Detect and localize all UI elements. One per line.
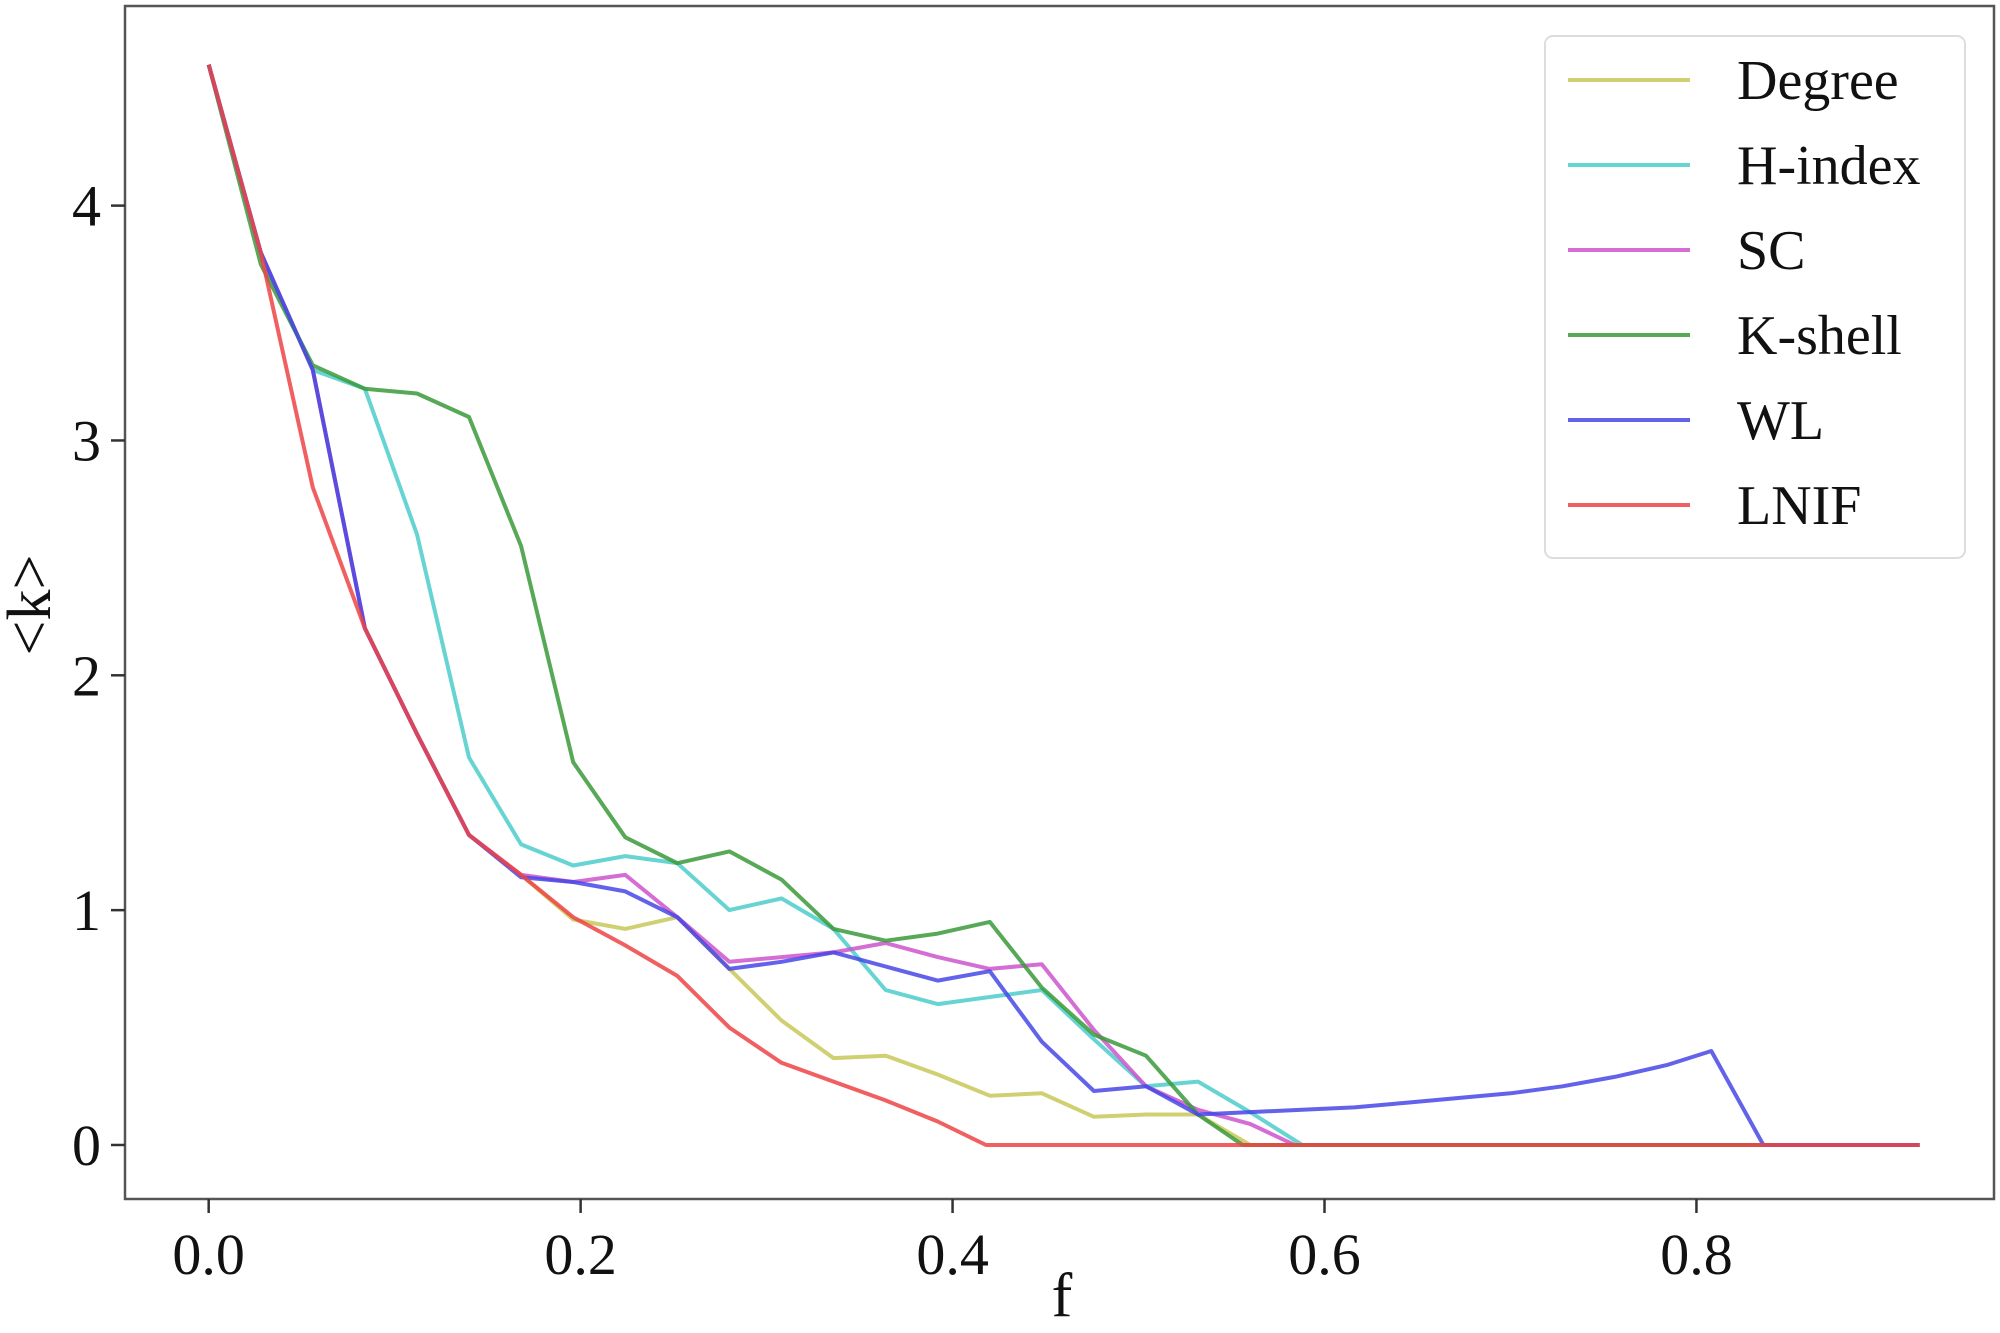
y-tick-label: 0 bbox=[72, 1113, 101, 1178]
x-axis-ticks: 0.0 0.2 0.4 0.6 0.8 bbox=[172, 1199, 1733, 1287]
series-line-k-shell bbox=[206, 64, 1920, 1147]
y-tick-label: 3 bbox=[72, 408, 101, 473]
legend-label: WL bbox=[1737, 390, 1824, 452]
legend: Degree H-index SC K-shell WL LNIF bbox=[1544, 35, 1966, 559]
series-line-h-index bbox=[206, 64, 1920, 1147]
y-axis-ticks: 0 1 2 3 4 bbox=[72, 174, 125, 1178]
legend-label: LNIF bbox=[1737, 475, 1861, 537]
y-axis-label: <k> bbox=[0, 555, 64, 656]
x-tick-label: 0.4 bbox=[916, 1222, 989, 1287]
y-tick-label: 4 bbox=[72, 174, 101, 239]
x-axis-label: f bbox=[1052, 1262, 1073, 1330]
plot-area-frame bbox=[123, 4, 1996, 1201]
legend-label: SC bbox=[1737, 220, 1806, 282]
y-tick-label: 2 bbox=[72, 643, 101, 708]
x-tick-label: 0.2 bbox=[544, 1222, 617, 1287]
x-tick-label: 0.0 bbox=[172, 1222, 245, 1287]
series-lines bbox=[206, 64, 1920, 1147]
x-tick-label: 0.6 bbox=[1288, 1222, 1361, 1287]
series-line-lnif bbox=[206, 64, 1920, 1147]
y-tick-label: 1 bbox=[72, 878, 101, 943]
legend-label: K-shell bbox=[1737, 305, 1902, 367]
x-tick-label: 0.8 bbox=[1660, 1222, 1733, 1287]
legend-label: Degree bbox=[1737, 50, 1899, 112]
legend-label: H-index bbox=[1737, 135, 1921, 197]
